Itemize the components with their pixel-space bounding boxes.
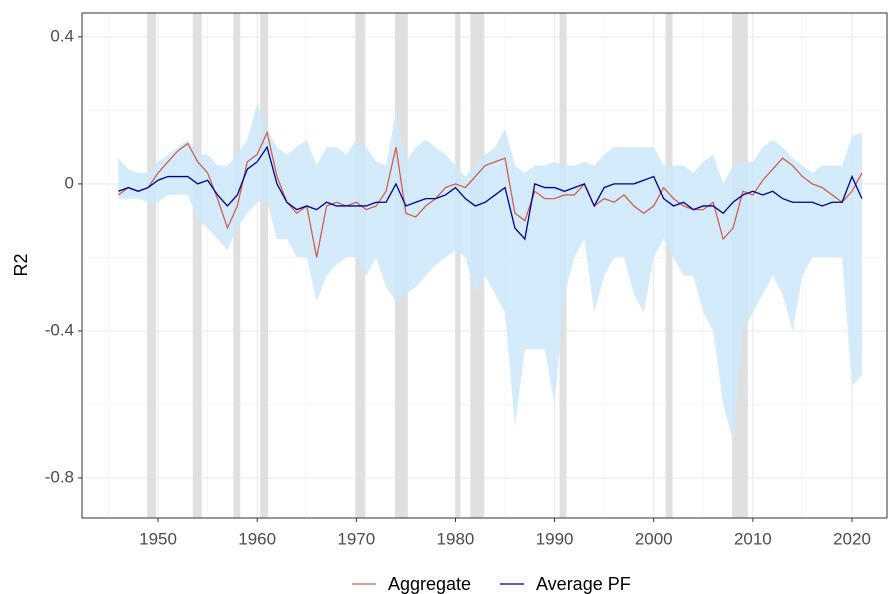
confidence-band [118,103,862,442]
recession-bar [233,13,241,518]
recession-bar [355,13,366,518]
x-tick-label: 1960 [238,529,276,548]
x-tick-label: 1950 [139,529,177,548]
recession-bar [260,13,269,518]
legend-label: Aggregate [388,574,471,594]
series-line [117,130,863,258]
y-tick-label: 0.4 [50,26,74,45]
y-tick-label: -0.8 [45,467,74,486]
recession-bar [455,13,461,518]
x-tick-label: 2010 [734,529,772,548]
legend: Aggregate Average PF [352,574,631,594]
y-tick-label: 0 [65,173,74,192]
recession-bar [665,13,673,518]
x-tick-label: 2020 [833,529,871,548]
x-tick-label: 1980 [437,529,475,548]
recession-bar [147,13,157,518]
x-tick-label: 2000 [635,529,673,548]
x-tick-label: 1970 [337,529,375,548]
legend-label: Average PF [536,574,631,594]
panel-border [81,12,888,519]
x-tick-label: 1990 [536,529,574,548]
series-line [118,145,863,241]
y-axis-label: R2 [11,253,31,276]
recession-bar [192,13,202,518]
y-tick-label: -0.4 [45,320,74,339]
